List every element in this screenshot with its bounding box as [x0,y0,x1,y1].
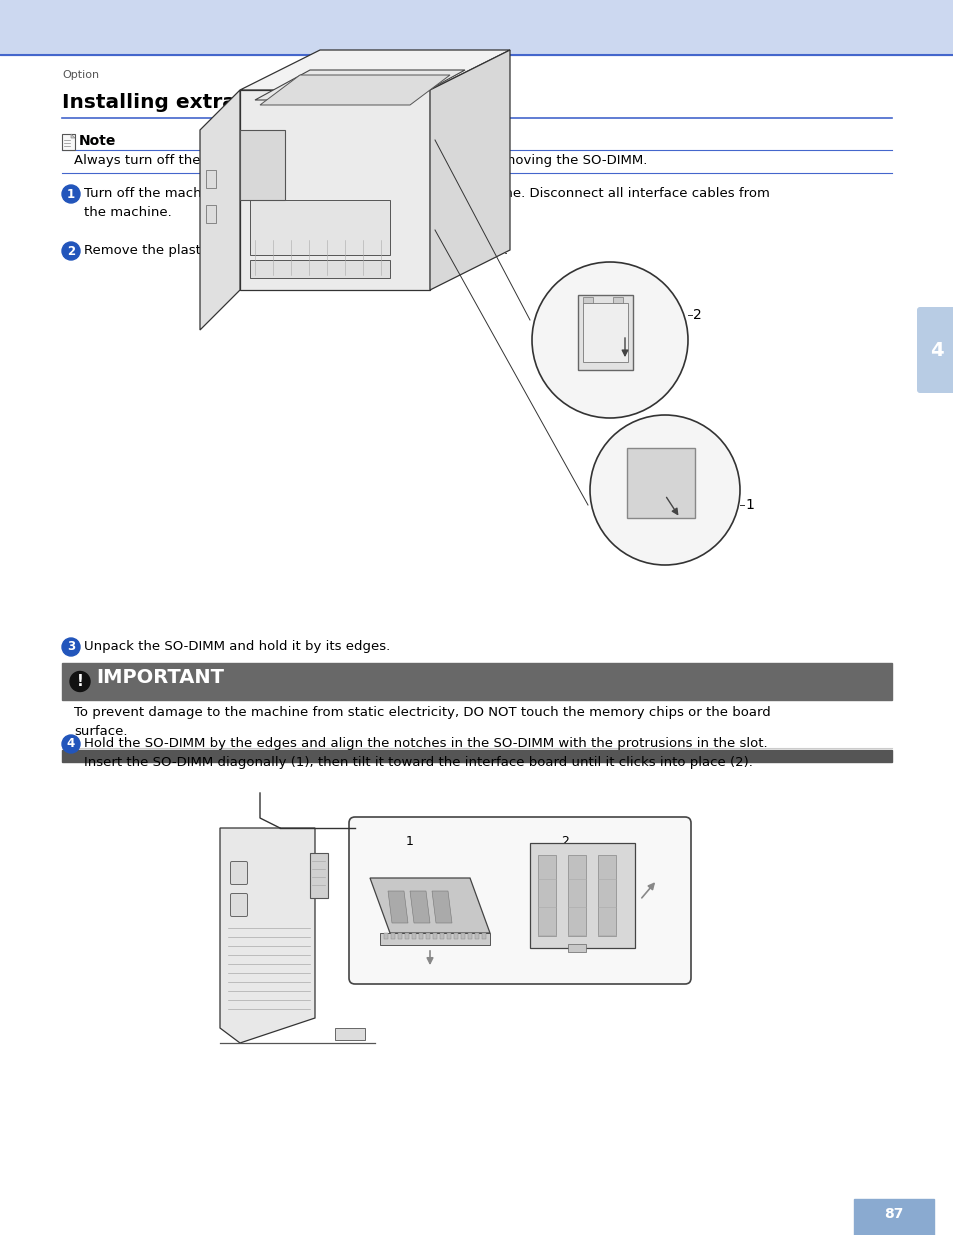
Bar [481,932,485,939]
Bar [250,261,390,278]
Text: Installing extra memory: Installing extra memory [62,93,335,112]
Polygon shape [220,827,314,1044]
Polygon shape [240,90,430,290]
Bar [626,448,695,517]
Circle shape [62,638,80,656]
Bar [454,932,457,939]
Text: IMPORTANT: IMPORTANT [96,668,224,687]
Bar [582,303,627,362]
Circle shape [589,415,740,564]
Text: 1: 1 [406,835,414,848]
Text: Note: Note [79,135,116,148]
Bar [412,932,416,939]
Bar [310,853,328,898]
Text: Hold the SO-DIMM by the edges and align the notches in the SO-DIMM with the prot: Hold the SO-DIMM by the edges and align … [84,737,767,769]
Bar [578,295,633,370]
Bar [0,0,953,56]
FancyBboxPatch shape [916,308,953,393]
Polygon shape [240,49,510,90]
Circle shape [70,672,90,692]
Circle shape [62,185,80,203]
Text: 4: 4 [929,341,943,359]
Text: 3: 3 [67,641,75,653]
Text: Unpack the SO-DIMM and hold it by its edges.: Unpack the SO-DIMM and hold it by its ed… [84,640,390,653]
Bar [530,844,635,948]
Bar [62,750,891,762]
Bar [206,205,215,224]
Text: 1: 1 [744,498,753,513]
Polygon shape [254,70,464,100]
Text: Option: Option [62,70,99,80]
Bar [206,170,215,188]
Bar [379,932,490,945]
Bar [439,932,443,939]
Text: 2: 2 [560,835,568,848]
Bar [384,932,388,939]
Text: 2: 2 [692,308,701,322]
Bar [418,932,422,939]
Bar [62,135,75,149]
Polygon shape [260,75,450,105]
Bar [460,932,464,939]
Bar [335,1028,365,1040]
Text: To prevent damage to the machine from static electricity, DO NOT touch the memor: To prevent damage to the machine from st… [74,706,770,739]
Bar [853,1199,933,1235]
FancyBboxPatch shape [231,893,247,916]
Bar [537,855,556,936]
Text: Turn off the machine power switch, and then unplug the machine. Disconnect all i: Turn off the machine power switch, and t… [84,186,769,219]
Polygon shape [430,49,510,290]
Bar [468,932,472,939]
Text: 4: 4 [67,737,75,751]
Circle shape [62,242,80,261]
Polygon shape [370,878,490,932]
Bar [240,130,285,200]
Bar [447,932,451,939]
FancyBboxPatch shape [231,862,247,884]
Bar [426,932,430,939]
Text: 2: 2 [67,245,75,258]
Bar [62,663,891,700]
Text: 87: 87 [883,1207,902,1221]
Polygon shape [388,890,408,923]
Bar [567,944,585,952]
Bar [567,855,585,936]
Bar [250,200,390,254]
Text: !: ! [76,674,83,689]
Bar [582,296,593,303]
Text: 1: 1 [67,188,75,200]
FancyBboxPatch shape [349,818,690,984]
Polygon shape [71,135,75,138]
Bar [391,932,395,939]
Circle shape [62,735,80,753]
Bar [475,932,478,939]
Bar [613,296,622,303]
Circle shape [532,262,687,417]
Polygon shape [432,890,452,923]
Bar [433,932,436,939]
Bar [405,932,409,939]
Bar [397,932,401,939]
Polygon shape [410,890,430,923]
Text: Always turn off the machine power switch before installing or removing the SO-DI: Always turn off the machine power switch… [74,154,647,167]
Polygon shape [200,90,240,330]
Text: Remove the plastic (1) and then the metal (2) SO-DIMM covers.: Remove the plastic (1) and then the meta… [84,245,508,257]
Bar [598,855,616,936]
